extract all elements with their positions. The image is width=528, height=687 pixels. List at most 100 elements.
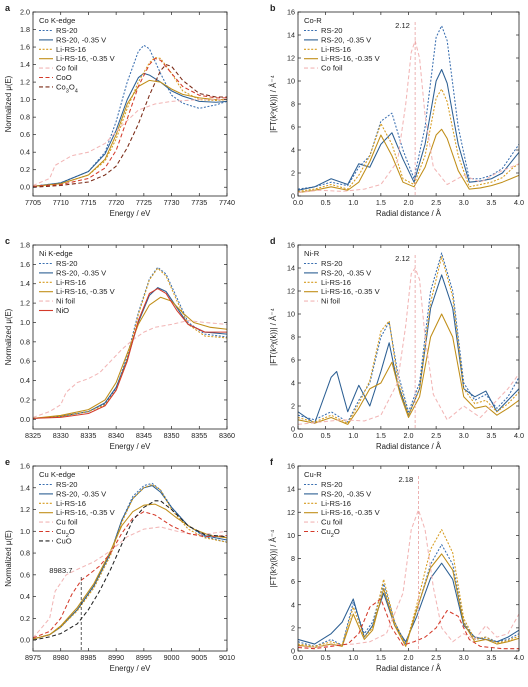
x-tick-label: 7720 bbox=[108, 198, 124, 207]
x-tick-label: 3.5 bbox=[486, 653, 496, 662]
legend-entry: RS-20 bbox=[321, 259, 343, 268]
series-line bbox=[33, 296, 227, 419]
x-tick-label: 4.0 bbox=[514, 198, 524, 207]
series-line bbox=[298, 562, 519, 645]
x-axis-label: Radial distance / Å bbox=[376, 209, 442, 218]
series-line bbox=[298, 40, 519, 194]
y-tick-label: 4 bbox=[291, 379, 295, 388]
series-line bbox=[33, 320, 227, 418]
y-tick-label: 0 bbox=[291, 425, 295, 434]
y-tick-label: 14 bbox=[287, 31, 295, 40]
legend-entry: RS-20, -0.35 V bbox=[321, 35, 372, 44]
legend-entry: RS-20 bbox=[56, 480, 78, 489]
x-tick-label: 2.0 bbox=[404, 653, 414, 662]
y-tick-label: 6 bbox=[291, 577, 295, 586]
series-line bbox=[298, 267, 519, 425]
x-tick-label: 8340 bbox=[108, 431, 124, 440]
series-line bbox=[298, 128, 519, 194]
x-tick-label: 8985 bbox=[80, 653, 96, 662]
legend-entry: Li-RS-16, -0.35 V bbox=[321, 287, 381, 296]
y-tick-label: 0 bbox=[291, 647, 295, 656]
legend-entry: RS-20 bbox=[321, 480, 343, 489]
y-tick-label: 6 bbox=[291, 123, 295, 132]
x-tick-label: 8980 bbox=[53, 653, 69, 662]
legend-entry: Co3O4 bbox=[56, 82, 78, 94]
series-line bbox=[33, 500, 227, 641]
x-tick-label: 8990 bbox=[108, 653, 124, 662]
y-tick-label: 1.2 bbox=[20, 505, 30, 514]
x-tick-label: 0.0 bbox=[293, 198, 303, 207]
legend-entry: Cu2O bbox=[321, 527, 340, 539]
x-tick-label: 3.0 bbox=[459, 653, 469, 662]
y-tick-label: 0.8 bbox=[20, 337, 30, 346]
panel-label: e bbox=[5, 457, 10, 467]
y-tick-label: 0.2 bbox=[20, 395, 30, 404]
legend-entry: Li-RS-16 bbox=[321, 45, 351, 54]
y-tick-label: 1.2 bbox=[20, 299, 30, 308]
legend-entry: CoO bbox=[56, 73, 72, 82]
legend-title: Co-R bbox=[304, 16, 322, 25]
x-axis-label: Radial distance / Å bbox=[376, 442, 442, 451]
y-tick-label: 0.6 bbox=[20, 130, 30, 139]
panel-e: e 8983.7 8975 8980 8985 8990 8995 9000 9005 9010 0… bbox=[4, 457, 235, 673]
series-line bbox=[33, 526, 227, 639]
y-tick-label: 6 bbox=[291, 356, 295, 365]
x-tick-label: 0.0 bbox=[293, 431, 303, 440]
y-tick-label: 1.8 bbox=[20, 25, 30, 34]
y-tick-label: 0.6 bbox=[20, 570, 30, 579]
y-tick-label: 1.4 bbox=[20, 279, 30, 288]
y-tick-label: 0.4 bbox=[20, 592, 30, 601]
x-tick-label: 7740 bbox=[219, 198, 235, 207]
x-tick-label: 2.5 bbox=[431, 431, 441, 440]
y-tick-label: 2 bbox=[291, 169, 295, 178]
legend-entry: Li-RS-16 bbox=[56, 278, 86, 287]
x-tick-label: 9000 bbox=[164, 653, 180, 662]
plot-frame bbox=[32, 244, 228, 430]
y-tick-label: 14 bbox=[287, 485, 295, 494]
legend-entry: NiO bbox=[56, 306, 69, 315]
y-tick-label: 0.4 bbox=[20, 376, 30, 385]
legend-entry: Li-RS-16 bbox=[321, 499, 351, 508]
y-tick-label: 0.4 bbox=[20, 148, 30, 157]
y-tick-label: 16 bbox=[287, 241, 295, 250]
legend-title: Ni-R bbox=[304, 249, 320, 258]
y-tick-label: 1.4 bbox=[20, 60, 30, 69]
legend-entry: Co foil bbox=[56, 64, 78, 73]
y-tick-label: 1.8 bbox=[20, 241, 30, 250]
series-line bbox=[298, 274, 519, 424]
panels: a 7705 7710 7715 7720 7725 7730 7735 7740 0.0 0.2 0… bbox=[4, 3, 524, 673]
y-axis-label: |FT(k³χ(k))| / Å⁻⁴ bbox=[269, 308, 278, 366]
panel-b: b 2.12 0.0 0.5 1.0 1.5 2.0 2.5 3.0 3.5 4.0 0 2 4 6 8 10 1… bbox=[269, 3, 524, 218]
y-tick-label: 10 bbox=[287, 310, 295, 319]
y-tick-label: 1.2 bbox=[20, 78, 30, 87]
legend-entry: Cu foil bbox=[56, 518, 78, 527]
y-tick-label: 4 bbox=[291, 600, 295, 609]
y-axis-label: |FT(k³χ(k))| / Å⁻⁴ bbox=[269, 530, 278, 588]
y-tick-label: 8 bbox=[291, 333, 295, 342]
legend-entry: Ni foil bbox=[56, 297, 75, 306]
x-tick-label: 1.5 bbox=[376, 431, 386, 440]
y-tick-label: 12 bbox=[287, 508, 295, 517]
y-tick-label: 2 bbox=[291, 623, 295, 632]
y-tick-label: 14 bbox=[287, 264, 295, 273]
y-tick-label: 0.0 bbox=[20, 636, 30, 645]
x-tick-label: 2.5 bbox=[431, 198, 441, 207]
x-tick-label: 1.0 bbox=[348, 431, 358, 440]
legend-entry: Li-RS-16 bbox=[56, 499, 86, 508]
series-group bbox=[33, 482, 227, 641]
x-tick-label: 3.0 bbox=[459, 198, 469, 207]
x-tick-label: 7730 bbox=[164, 198, 180, 207]
legend-title: Co K-edge bbox=[39, 16, 75, 25]
y-tick-label: 8 bbox=[291, 100, 295, 109]
legend-entry: Li-RS-16 bbox=[321, 278, 351, 287]
series-line bbox=[33, 288, 227, 419]
legend-entry: Li-RS-16 bbox=[56, 45, 86, 54]
y-tick-label: 0.2 bbox=[20, 165, 30, 174]
x-axis-label: Energy / eV bbox=[110, 664, 152, 673]
legend-entry: Co foil bbox=[321, 64, 343, 73]
y-tick-label: 1.0 bbox=[20, 527, 30, 536]
